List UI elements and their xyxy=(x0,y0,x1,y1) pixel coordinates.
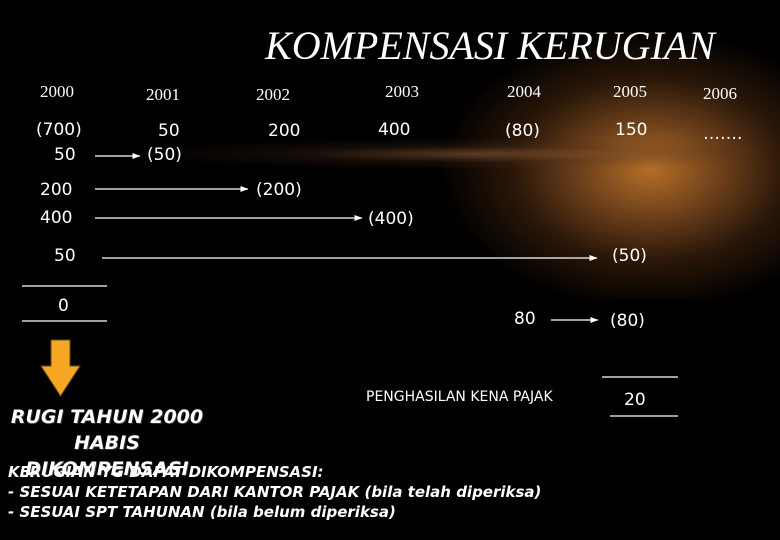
background-streak xyxy=(70,120,760,190)
comp-from-2003: 400 xyxy=(40,208,73,228)
year-2006: 2006 xyxy=(703,84,737,103)
compensation-note: KERUGIAN YG DAPAT DIKOMPENSASI: - SESUAI… xyxy=(8,462,541,522)
comp-to-2005: (50) xyxy=(612,246,647,266)
comp-from-2005: 50 xyxy=(54,246,76,266)
comp-from-2002: 200 xyxy=(40,180,73,200)
year-2000: 2000 xyxy=(40,82,74,101)
comp-to-2002: (200) xyxy=(256,180,302,200)
comp-to-2001: (50) xyxy=(147,145,182,165)
note-item-1: - SESUAI KETETAPAN DARI KANTOR PAJAK (bi… xyxy=(8,483,542,501)
comp-to-2003: (400) xyxy=(368,209,414,229)
conclusion-badge: RUGI TAHUN 2000 HABIS DIKOMPENSASI xyxy=(2,404,212,482)
year-2001: 2001 xyxy=(146,85,180,104)
value-2006: ……. xyxy=(703,124,743,144)
year-2002: 2002 xyxy=(256,85,290,104)
value-2004: (80) xyxy=(505,121,540,141)
value-2003: 400 xyxy=(378,120,411,140)
conclusion-line-2: HABIS DIKOMPENSASI xyxy=(25,432,189,480)
value-2000: (700) xyxy=(36,120,82,140)
value-2002: 200 xyxy=(268,121,301,141)
taxable-income-value: 20 xyxy=(624,390,646,410)
note-item-2: - SESUAI SPT TAHUNAN (bila belum diperik… xyxy=(8,503,396,521)
conclusion-line-1: RUGI TAHUN 2000 xyxy=(10,406,204,428)
value-2005: 150 xyxy=(615,120,648,140)
comp-from-2001: 50 xyxy=(54,145,76,165)
loss-2004-comp: (80) xyxy=(610,311,645,331)
taxable-income-label: PENGHASILAN KENA PAJAK xyxy=(366,389,553,405)
remaining-loss: 0 xyxy=(58,296,69,316)
year-2005: 2005 xyxy=(613,82,647,101)
down-arrow-icon xyxy=(40,339,81,397)
year-2004: 2004 xyxy=(507,82,541,101)
value-2001: 50 xyxy=(158,121,180,141)
page-title: KOMPENSASI KERUGIAN xyxy=(265,23,715,68)
loss-2004: 80 xyxy=(514,309,536,329)
year-2003: 2003 xyxy=(385,82,419,101)
note-heading: KERUGIAN YG DAPAT DIKOMPENSASI: xyxy=(8,463,324,481)
